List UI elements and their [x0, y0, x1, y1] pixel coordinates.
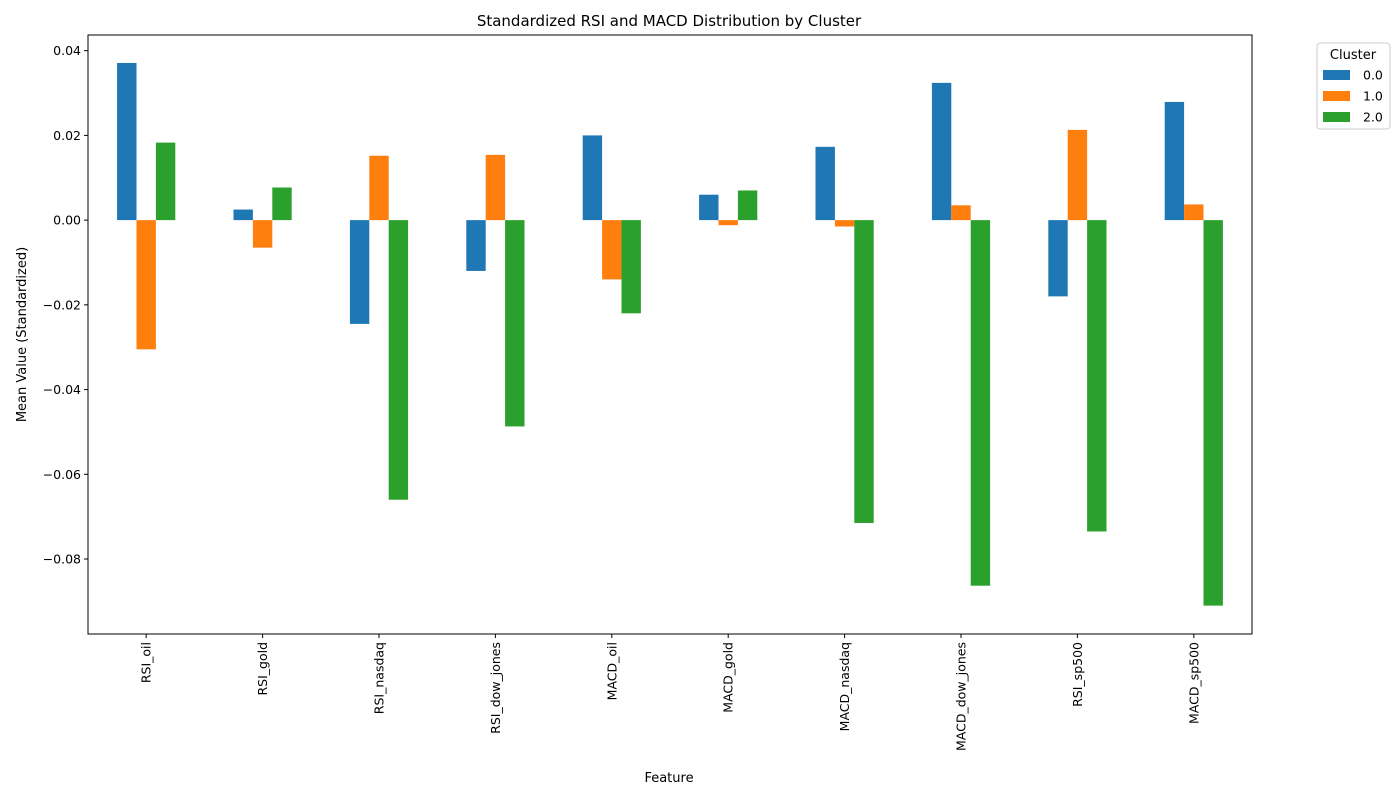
bar-rsi-sp500-cluster-2-0 — [1087, 220, 1107, 532]
y-tick-label: −0.06 — [43, 467, 81, 482]
bar-rsi-sp500-cluster-0-0 — [1048, 220, 1068, 297]
bar-rsi-gold-cluster-0-0 — [233, 209, 253, 221]
x-tick-label: RSI_gold — [255, 642, 270, 696]
legend-swatch — [1323, 112, 1350, 122]
bar-rsi-nasdaq-cluster-1-0 — [369, 155, 389, 221]
y-axis-label: Mean Value (Standardized) — [15, 247, 30, 422]
bar-macd-dow-jones-cluster-0-0 — [931, 82, 952, 221]
x-tick-label: RSI_dow_jones — [488, 642, 503, 734]
x-tick-label: MACD_dow_jones — [954, 642, 969, 751]
bar-macd-dow-jones-cluster-1-0 — [951, 205, 971, 221]
bar-rsi-oil-cluster-2-0 — [155, 142, 176, 221]
legend-swatch — [1323, 91, 1350, 101]
x-tick-label: MACD_oil — [604, 642, 619, 700]
y-tick-label: 0.02 — [53, 128, 81, 143]
y-tick-label: 0.00 — [53, 213, 81, 228]
bars-layer — [117, 62, 1223, 606]
bar-rsi-nasdaq-cluster-2-0 — [388, 220, 409, 500]
bar-rsi-sp500-cluster-1-0 — [1067, 129, 1088, 221]
x-tick-label: MACD_gold — [721, 642, 736, 713]
bar-macd-oil-cluster-0-0 — [582, 135, 603, 221]
bar-macd-gold-cluster-2-0 — [737, 190, 758, 221]
x-axis: RSI_oil RSI_gold RSI_nasdaq RSI_dow_jones MA… — [139, 634, 1201, 751]
x-tick-label: RSI_sp500 — [1070, 642, 1085, 707]
legend-frame — [1316, 42, 1391, 130]
legend: Cluster 0.0 1.0 2.0 — [1316, 42, 1391, 130]
legend-label: 0.0 — [1363, 68, 1383, 83]
y-axis: 0.04 0.02 0.00 −0.02 −0.04 −0.06 −0.08 — [43, 43, 88, 567]
bar-macd-gold-cluster-0-0 — [699, 194, 719, 221]
x-tick-label: RSI_oil — [139, 642, 154, 683]
bar-rsi-dow-jones-cluster-0-0 — [466, 220, 486, 271]
x-axis-label: Feature — [644, 771, 693, 786]
legend-label: 2.0 — [1363, 110, 1383, 125]
y-tick-label: −0.02 — [43, 297, 81, 312]
y-tick-label: −0.08 — [43, 552, 81, 567]
plot-frame — [87, 34, 1253, 635]
bar-macd-gold-cluster-1-0 — [718, 220, 738, 226]
bar-macd-nasdaq-cluster-2-0 — [854, 220, 874, 524]
chart-title: Standardized RSI and MACD Distribution b… — [477, 12, 862, 30]
legend-title: Cluster — [1330, 48, 1377, 63]
x-tick-label: MACD_nasdaq — [837, 642, 852, 731]
y-tick-label: −0.04 — [43, 382, 81, 397]
bar-rsi-dow-jones-cluster-2-0 — [505, 220, 525, 427]
bar-rsi-dow-jones-cluster-1-0 — [485, 154, 506, 221]
bar-rsi-gold-cluster-1-0 — [252, 220, 273, 248]
bar-macd-nasdaq-cluster-1-0 — [834, 220, 855, 227]
legend-swatch — [1323, 70, 1350, 80]
bar-macd-dow-jones-cluster-2-0 — [970, 220, 991, 586]
legend-label: 1.0 — [1363, 89, 1383, 104]
bar-macd-oil-cluster-1-0 — [602, 220, 622, 280]
y-tick-label: 0.04 — [53, 43, 81, 58]
bar-macd-oil-cluster-2-0 — [621, 220, 641, 314]
bar-rsi-gold-cluster-2-0 — [272, 187, 292, 221]
bar-macd-sp500-cluster-1-0 — [1184, 204, 1204, 221]
bar-macd-sp500-cluster-0-0 — [1164, 101, 1185, 221]
bar-macd-sp500-cluster-2-0 — [1203, 220, 1223, 606]
bar-rsi-oil-cluster-0-0 — [117, 62, 137, 221]
bar-macd-nasdaq-cluster-0-0 — [815, 146, 835, 221]
x-tick-label: RSI_nasdaq — [372, 642, 387, 714]
x-tick-label: MACD_sp500 — [1186, 642, 1201, 724]
bar-rsi-nasdaq-cluster-0-0 — [349, 220, 370, 324]
bar-rsi-oil-cluster-1-0 — [136, 220, 156, 350]
